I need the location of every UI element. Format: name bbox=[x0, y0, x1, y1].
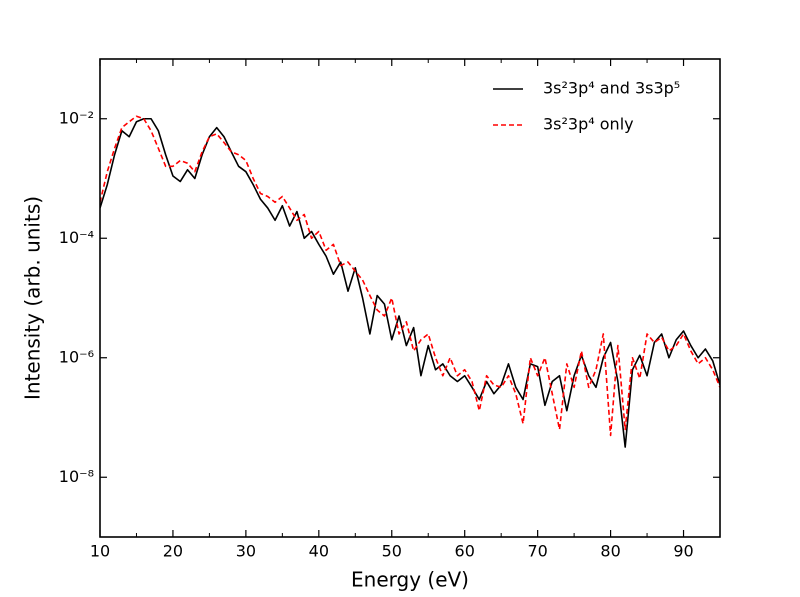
data-line bbox=[100, 115, 720, 437]
x-tick-label: 10 bbox=[90, 542, 110, 561]
plot-frame bbox=[99, 58, 721, 538]
x-tick-label: 80 bbox=[600, 542, 620, 561]
y-tick-label: 10⁻⁶ bbox=[59, 347, 94, 366]
y-axis-label: Intensity (arb. units) bbox=[21, 196, 45, 400]
x-tick-label: 90 bbox=[673, 542, 693, 561]
y-tick-label: 10⁻⁸ bbox=[59, 467, 94, 486]
x-tick-label: 20 bbox=[163, 542, 183, 561]
legend-label: 3s²3p⁴ and 3s3p⁵ bbox=[543, 79, 680, 98]
x-tick-label: 50 bbox=[382, 542, 402, 561]
x-tick-label: 30 bbox=[236, 542, 256, 561]
y-tick-label: 10⁻⁴ bbox=[59, 228, 94, 247]
y-tick-label: 10⁻² bbox=[59, 108, 94, 127]
legend-label: 3s²3p⁴ only bbox=[543, 115, 634, 134]
x-tick-label: 40 bbox=[309, 542, 329, 561]
x-tick-label: 60 bbox=[455, 542, 475, 561]
data-line bbox=[100, 117, 720, 448]
x-tick-label: 70 bbox=[527, 542, 547, 561]
x-axis-label: Energy (eV) bbox=[351, 568, 469, 592]
